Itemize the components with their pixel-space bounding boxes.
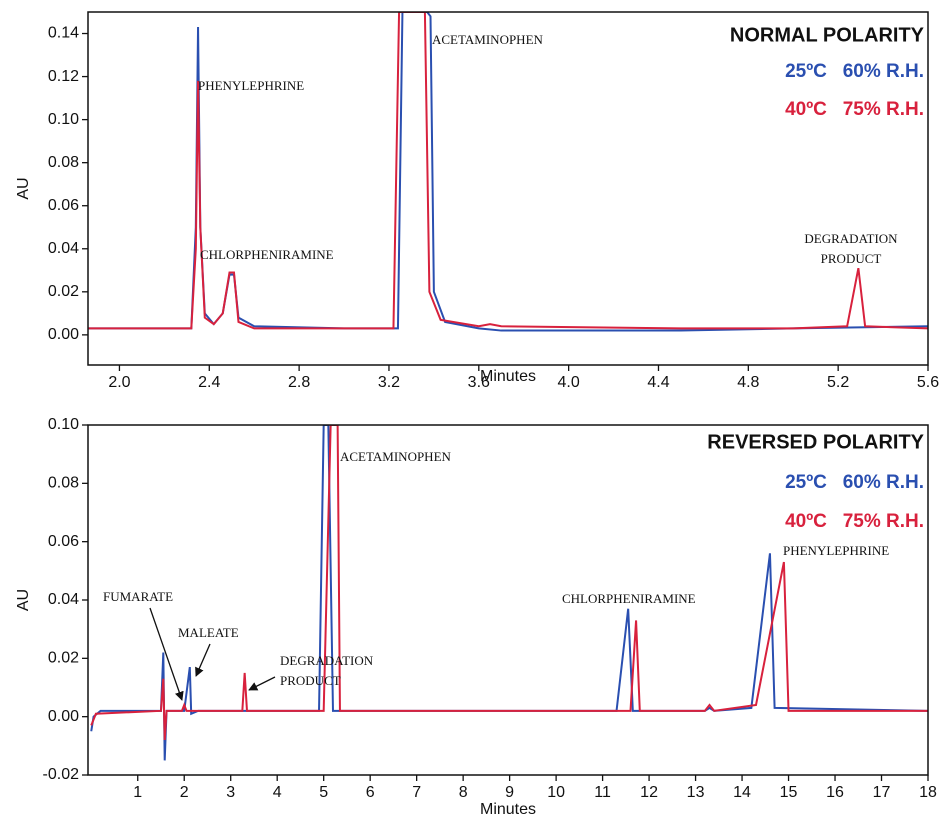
y-axis-label: AU (15, 177, 32, 199)
y-tick-label: 0.08 (48, 154, 79, 171)
x-tick-label: 10 (547, 784, 565, 801)
trace (88, 12, 928, 332)
annotation: CHLORPHENIRAMINE (200, 247, 334, 262)
x-tick-label: 2.0 (108, 374, 130, 391)
annotation: MALEATE (178, 625, 239, 640)
x-axis-label: Minutes (480, 368, 536, 385)
y-tick-label: 0.04 (48, 591, 79, 608)
x-tick-label: 13 (687, 784, 705, 801)
legend-entry: 25ºC 60% R.H. (785, 472, 924, 493)
y-tick-label: 0.00 (48, 708, 79, 725)
y-axis-label: AU (15, 589, 32, 611)
y-tick-label: 0.02 (48, 650, 79, 667)
annotation: PRODUCT (821, 251, 882, 266)
y-tick-label: 0.06 (48, 533, 79, 550)
trace (90, 425, 928, 741)
arrow (195, 643, 211, 677)
arrow (248, 676, 276, 691)
y-tick-label: -0.02 (43, 766, 80, 783)
x-tick-label: 12 (640, 784, 658, 801)
y-tick-label: 0.02 (48, 283, 79, 300)
y-tick-label: 0.12 (48, 68, 79, 85)
x-tick-label: 2.4 (198, 374, 220, 391)
y-tick-label: 0.08 (48, 475, 79, 492)
x-tick-label: 7 (412, 784, 421, 801)
x-tick-label: 15 (780, 784, 798, 801)
y-tick-label: 0.14 (48, 25, 79, 42)
x-tick-label: 5 (319, 784, 328, 801)
x-axis-label: Minutes (480, 801, 536, 818)
annotation: ACETAMINOPHEN (432, 32, 544, 47)
x-tick-label: 14 (733, 784, 751, 801)
y-tick-label: 0.10 (48, 111, 79, 128)
x-tick-label: 4.0 (558, 374, 580, 391)
legend-entry: 25ºC 60% R.H. (785, 61, 924, 82)
arrow (149, 607, 184, 701)
annotation: ACETAMINOPHEN (340, 449, 452, 464)
x-tick-label: 2 (180, 784, 189, 801)
x-tick-label: 2.8 (288, 374, 310, 391)
legend-title: REVERSED POLARITY (707, 431, 924, 453)
x-tick-label: 11 (594, 784, 611, 801)
plot-frame (87, 11, 929, 366)
x-tick-label: 18 (919, 784, 937, 801)
annotation: CHLORPHENIRAMINE (562, 591, 696, 606)
x-tick-label: 3.2 (378, 374, 400, 391)
x-tick-label: 9 (505, 784, 514, 801)
x-tick-label: 3.6 (468, 374, 490, 391)
y-tick-label: 0.06 (48, 197, 79, 214)
annotation: PHENYLEPHRINE (198, 78, 304, 93)
legend-entry: 40ºC 75% R.H. (785, 99, 924, 120)
annotation: DEGRADATION (804, 231, 898, 246)
x-tick-label: 5.6 (917, 374, 939, 391)
annotation: FUMARATE (103, 589, 173, 604)
x-tick-label: 17 (873, 784, 891, 801)
trace (88, 12, 928, 330)
annotation: PRODUCT (280, 673, 341, 688)
x-tick-label: 16 (826, 784, 844, 801)
x-tick-label: 3 (226, 784, 235, 801)
x-tick-label: 4.4 (647, 374, 669, 391)
x-tick-label: 1 (133, 784, 142, 801)
legend-entry: 40ºC 75% R.H. (785, 511, 924, 532)
y-tick-label: 0.00 (48, 326, 79, 343)
annotation: DEGRADATION (280, 653, 374, 668)
legend-title: NORMAL POLARITY (730, 24, 925, 46)
y-tick-label: 0.04 (48, 240, 79, 257)
x-tick-label: 4 (273, 784, 282, 801)
x-tick-label: 6 (366, 784, 375, 801)
x-tick-label: 4.8 (737, 374, 759, 391)
x-tick-label: 8 (459, 784, 468, 801)
y-tick-label: 0.10 (48, 416, 79, 433)
annotation: PHENYLEPHRINE (783, 543, 889, 558)
x-tick-label: 5.2 (827, 374, 849, 391)
